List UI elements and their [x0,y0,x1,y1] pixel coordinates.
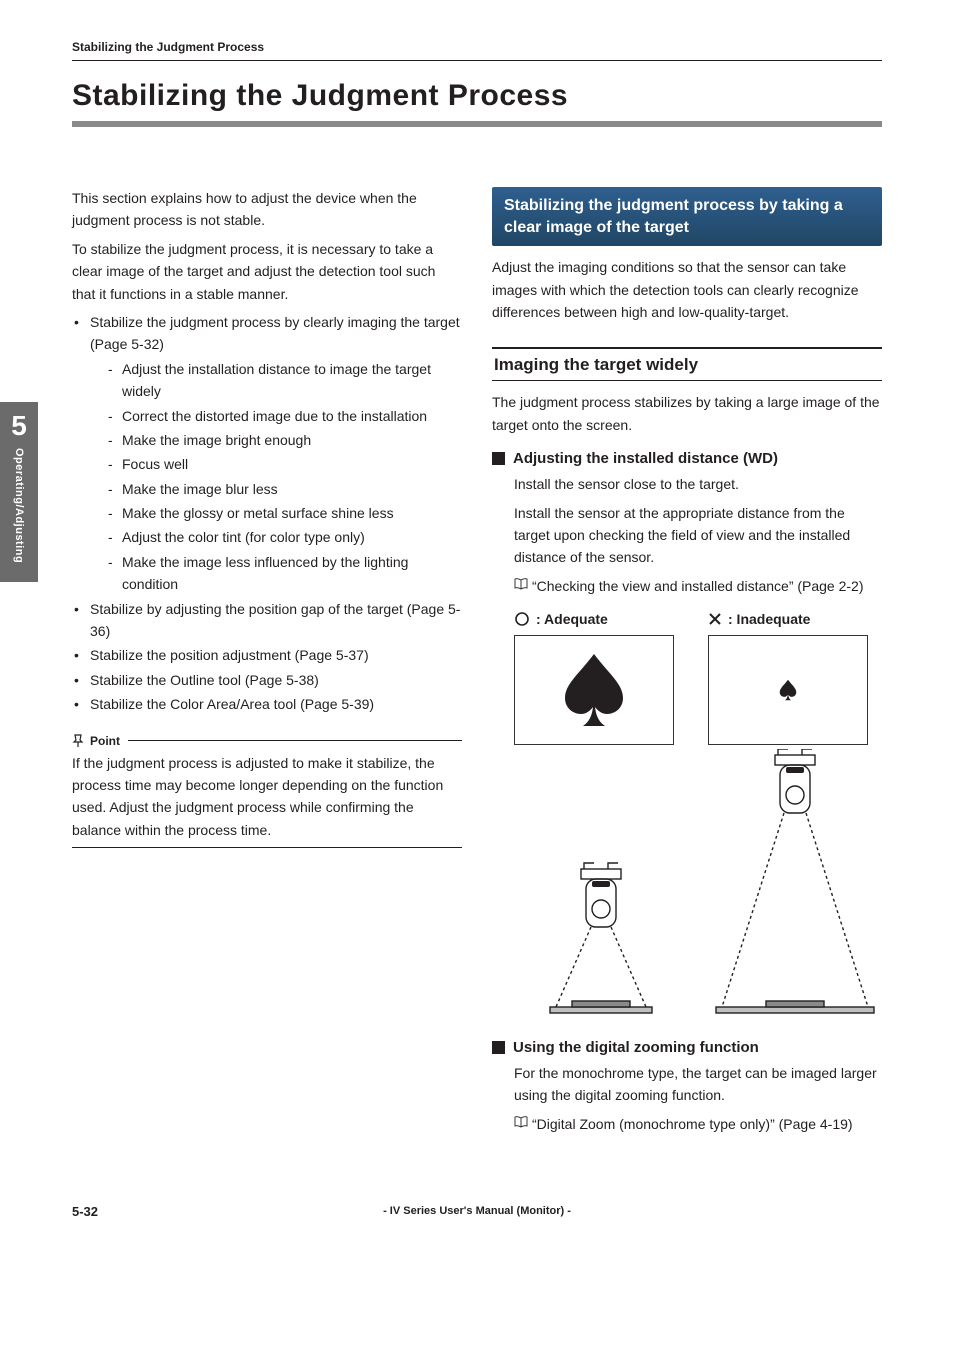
dash-item: Focus well [90,453,462,475]
square-bullet-icon [492,1041,505,1054]
bullet-item: Stabilize the Outline tool (Page 5-38) [72,669,462,691]
chapter-rule [72,121,882,127]
two-column-layout: This section explains how to adjust the … [72,187,882,1135]
point-end-rule [72,847,462,848]
sensor-close-diagram [526,829,676,1019]
inadequate-spade-box [708,635,882,745]
book-icon [514,578,528,590]
subsubheading-zoom: Using the digital zooming function [492,1039,882,1056]
side-tab-label: Operating/Adjusting [13,448,25,563]
cross-reference-text: “Digital Zoom (monochrome type only)” (P… [532,1116,853,1132]
adequate-legend: : Adequate : Inadequate [492,611,882,627]
right-column: Stabilizing the judgment process by taki… [492,187,882,1135]
section-body: Adjust the imaging conditions so that th… [492,256,882,323]
spade-figures [492,635,882,745]
cross-reference: “Checking the view and installed distanc… [492,575,882,597]
left-column: This section explains how to adjust the … [72,187,462,1135]
bullet-item: Stabilize by adjusting the position gap … [72,598,462,643]
dash-item: Make the image bright enough [90,429,462,451]
page-footer: 5-32 - IV Series User's Manual (Monitor)… [72,1205,882,1217]
sensor-figures [492,749,882,1019]
adequate-segment: : Adequate [514,611,688,627]
page: Stabilizing the Judgment Process Stabili… [0,0,954,1247]
adequate-spade-box [514,635,688,745]
dash-item: Adjust the installation distance to imag… [90,358,462,403]
dash-list: Adjust the installation distance to imag… [90,358,462,596]
spade-large-icon [559,650,629,730]
inadequate-label: : Inadequate [728,611,810,627]
bullet-text: Stabilize the judgment process by clearl… [90,314,460,352]
indent-block: For the monochrome type, the target can … [492,1062,882,1107]
cross-icon [708,612,722,626]
bullet-item: Stabilize the position adjustment (Page … [72,644,462,666]
dash-item: Make the image blur less [90,478,462,500]
subsubheading-wd: Adjusting the installed distance (WD) [492,450,882,467]
page-number: 5-32 [72,1204,98,1219]
pin-icon [72,734,84,748]
section-heading-banner: Stabilizing the judgment process by taki… [492,187,882,246]
point-label-text: Point [90,734,120,748]
sensor-far-diagram [710,749,880,1019]
point-callout: Point If the judgment process is adjuste… [72,734,462,849]
cross-reference: “Digital Zoom (monochrome type only)” (P… [492,1113,882,1135]
dash-item: Adjust the color tint (for color type on… [90,526,462,548]
point-text: If the judgment process is adjusted to m… [72,752,462,842]
inadequate-sensor-figure [708,749,882,1019]
subsubheading-text: Adjusting the installed distance (WD) [513,450,778,467]
subsubheading-text: Using the digital zooming function [513,1039,759,1056]
side-tab-number: 5 [0,410,38,442]
bullet-item: Stabilize the Color Area/Area tool (Page… [72,693,462,715]
wd-paragraph-2: Install the sensor at the appropriate di… [514,502,882,569]
dash-item: Make the image less influenced by the li… [90,551,462,596]
intro-paragraph-1: This section explains how to adjust the … [72,187,462,232]
chapter-title: Stabilizing the Judgment Process [72,79,882,113]
subheading-imaging: Imaging the target widely [492,347,882,381]
footer-center-text: - IV Series User's Manual (Monitor) - [383,1205,571,1217]
inadequate-segment: : Inadequate [708,611,882,627]
subheading-body: The judgment process stabilizes by takin… [492,391,882,436]
book-icon [514,1116,528,1128]
zoom-paragraph: For the monochrome type, the target can … [514,1062,882,1107]
circle-icon [514,611,530,627]
wd-paragraph-1: Install the sensor close to the target. [514,473,882,495]
point-label: Point [72,734,120,748]
adequate-label: : Adequate [536,611,608,627]
running-head: Stabilizing the Judgment Process [72,40,882,61]
point-rule [128,740,462,741]
spade-small-icon [778,678,798,702]
bullet-item: Stabilize the judgment process by clearl… [72,311,462,596]
square-bullet-icon [492,452,505,465]
cross-reference-text: “Checking the view and installed distanc… [532,578,864,594]
chapter-side-tab: 5 Operating/Adjusting [0,402,38,582]
bullet-list: Stabilize the judgment process by clearl… [72,311,462,716]
point-label-row: Point [72,734,462,748]
dash-item: Correct the distorted image due to the i… [90,405,462,427]
adequate-sensor-figure [514,829,688,1019]
indent-block: Install the sensor close to the target. … [492,473,882,569]
intro-paragraph-2: To stabilize the judgment process, it is… [72,238,462,305]
dash-item: Make the glossy or metal surface shine l… [90,502,462,524]
